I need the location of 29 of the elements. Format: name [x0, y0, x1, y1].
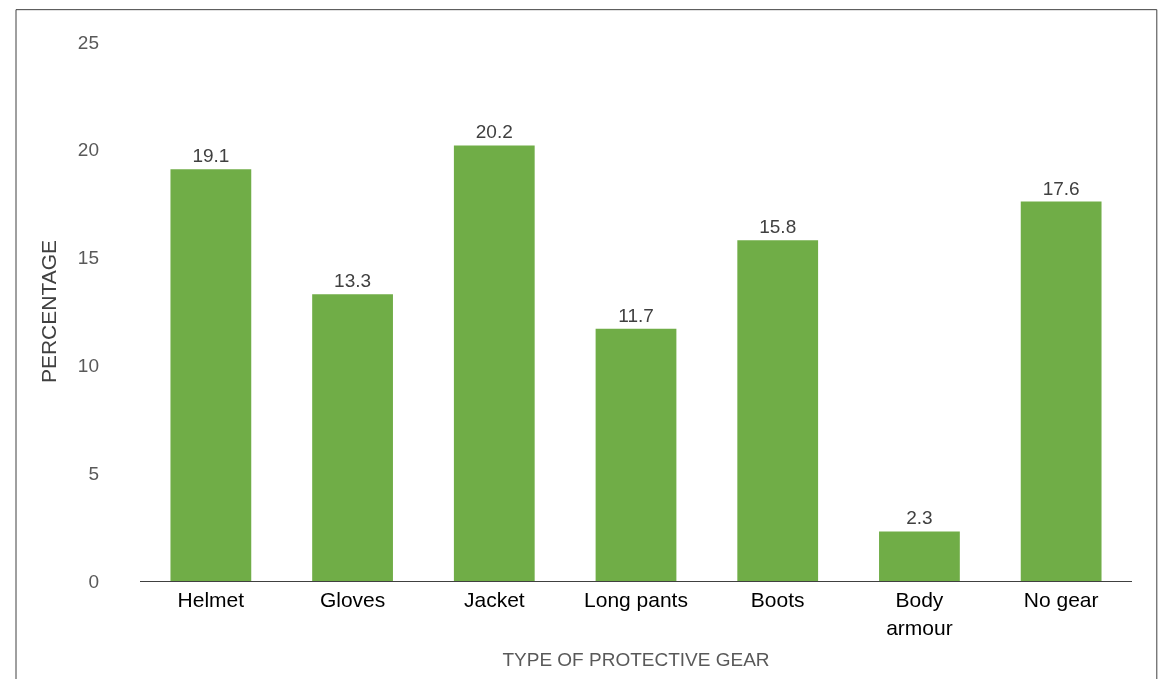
y-tick-label: 25 [77, 31, 99, 53]
x-tick-label: Helmet [177, 588, 245, 612]
y-axis-title: PERCENTAGE [37, 239, 61, 384]
bar [312, 294, 393, 581]
data-label: 2.3 [906, 507, 933, 529]
x-tick-label: Jacket [463, 588, 525, 612]
bar [879, 531, 960, 581]
y-tick-label: 15 [77, 247, 99, 269]
y-tick-label: 10 [77, 355, 99, 377]
data-label: 11.7 [618, 304, 654, 326]
y-tick-label: 5 [88, 462, 99, 484]
data-label: 13.3 [334, 270, 372, 292]
x-tick-label: No gear [1023, 588, 1099, 612]
data-label: 19.1 [192, 145, 230, 167]
bar [595, 328, 677, 581]
x-tick-label: Gloves [319, 588, 386, 612]
bar [1020, 201, 1102, 581]
y-tick-label: 0 [88, 570, 99, 592]
x-axis-title: TYPE OF PROTECTIVE GEAR [502, 649, 770, 671]
bar [453, 145, 535, 581]
x-tick-label: Long pants [584, 588, 688, 612]
x-tick-label: Boots [750, 588, 805, 612]
data-label: 17.6 [1042, 177, 1080, 199]
bar [737, 240, 819, 581]
bar [170, 169, 252, 581]
x-tick-label: Body armour [886, 588, 953, 639]
data-label: 20.2 [475, 121, 513, 143]
y-tick-label: 20 [77, 139, 99, 161]
data-label: 15.8 [759, 216, 797, 238]
